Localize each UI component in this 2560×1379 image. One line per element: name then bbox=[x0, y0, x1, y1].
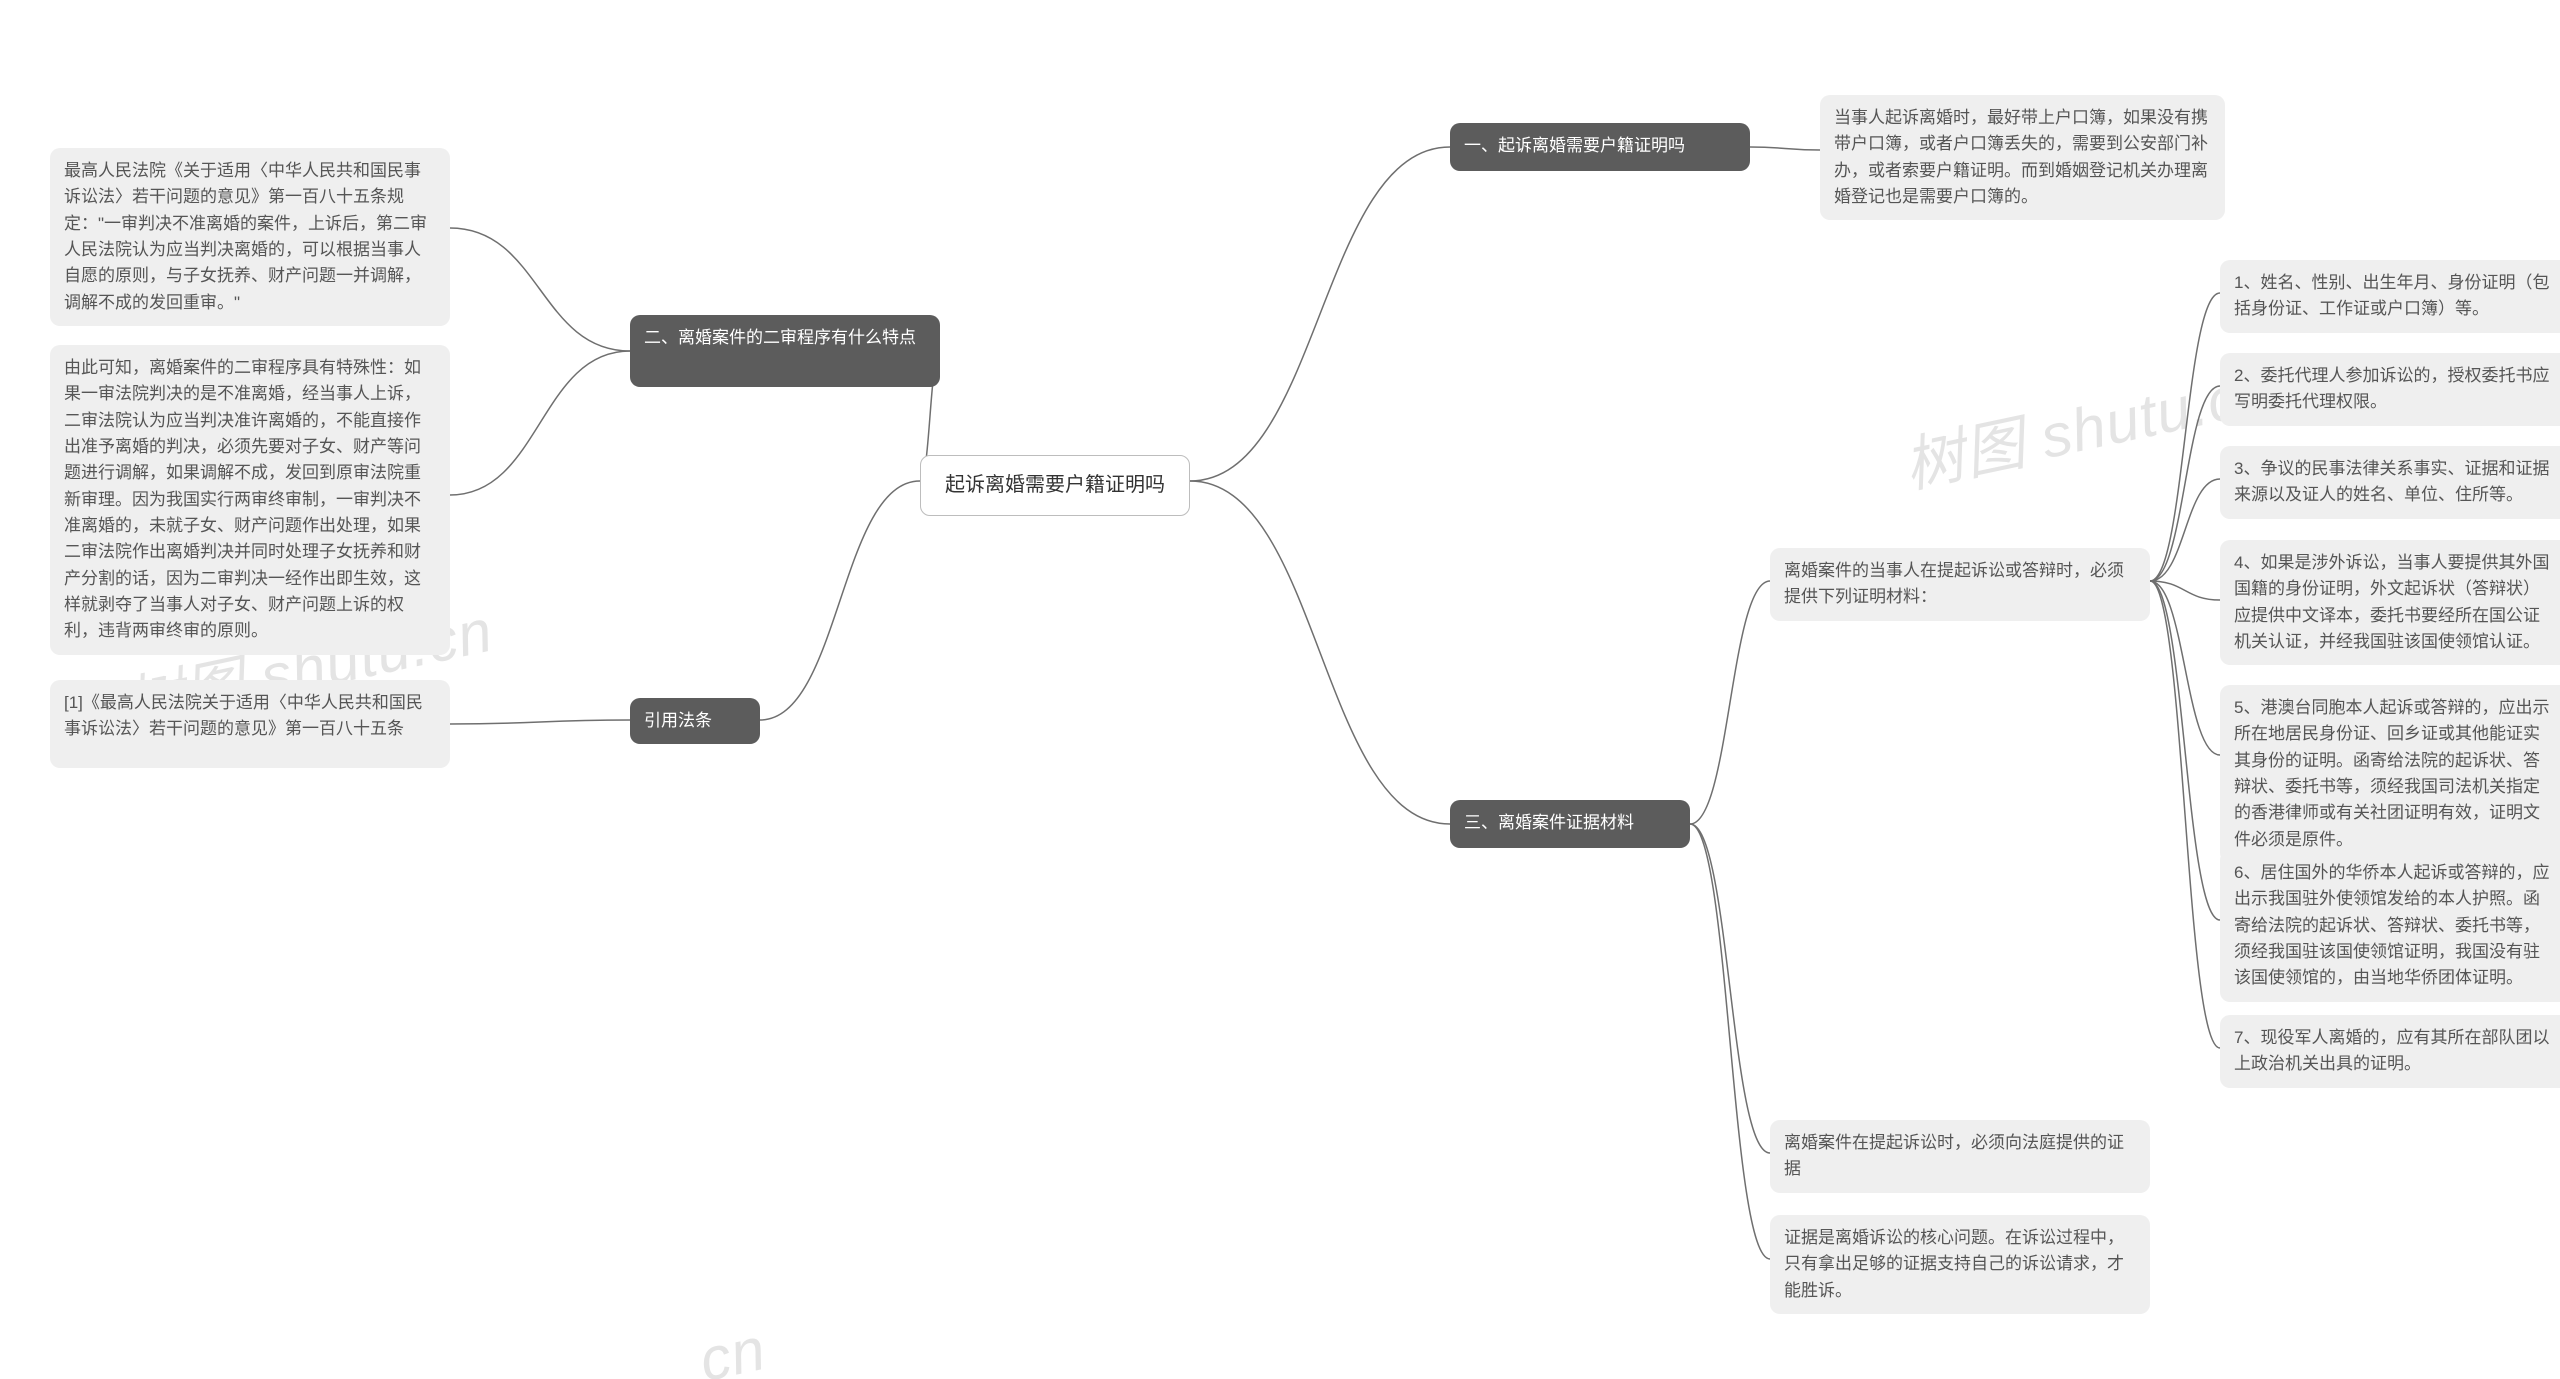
root-node[interactable]: 起诉离婚需要户籍证明吗 bbox=[920, 455, 1190, 516]
leaf-node[interactable]: 当事人起诉离婚时，最好带上户口簿，如果没有携带户口簿，或者户口簿丢失的，需要到公… bbox=[1820, 95, 2225, 220]
watermark: cn bbox=[694, 1314, 772, 1379]
leaf-node[interactable]: 4、如果是涉外诉讼，当事人要提供其外国国籍的身份证明，外文起诉状（答辩状）应提供… bbox=[2220, 540, 2560, 665]
leaf-node[interactable]: 由此可知，离婚案件的二审程序具有特殊性：如果一审法院判决的是不准离婚，经当事人上… bbox=[50, 345, 450, 655]
leaf-node[interactable]: 离婚案件在提起诉讼时，必须向法庭提供的证据 bbox=[1770, 1120, 2150, 1193]
leaf-node[interactable]: 最高人民法院《关于适用〈中华人民共和国民事诉讼法〉若干问题的意见》第一百八十五条… bbox=[50, 148, 450, 326]
leaf-node[interactable]: 3、争议的民事法律关系事实、证据和证据来源以及证人的姓名、单位、住所等。 bbox=[2220, 446, 2560, 519]
leaf-node[interactable]: 证据是离婚诉讼的核心问题。在诉讼过程中，只有拿出足够的证据支持自己的诉讼请求，才… bbox=[1770, 1215, 2150, 1314]
leaf-node[interactable]: 7、现役军人离婚的，应有其所在部队团以上政治机关出具的证明。 bbox=[2220, 1015, 2560, 1088]
leaf-node[interactable]: 离婚案件的当事人在提起诉讼或答辩时，必须提供下列证明材料： bbox=[1770, 548, 2150, 621]
branch-node[interactable]: 二、离婚案件的二审程序有什么特点 bbox=[630, 315, 940, 387]
branch-node[interactable]: 一、起诉离婚需要户籍证明吗 bbox=[1450, 123, 1750, 171]
branch-node[interactable]: 引用法条 bbox=[630, 698, 760, 744]
leaf-node[interactable]: [1]《最高人民法院关于适用〈中华人民共和国民事诉讼法〉若干问题的意见》第一百八… bbox=[50, 680, 450, 768]
mindmap-canvas: 树图 shutu.cn 树图 shutu.cn cn 起诉离婚需要户籍证明吗一、… bbox=[0, 0, 2560, 1379]
leaf-node[interactable]: 1、姓名、性别、出生年月、身份证明（包括身份证、工作证或户口簿）等。 bbox=[2220, 260, 2560, 333]
branch-node[interactable]: 三、离婚案件证据材料 bbox=[1450, 800, 1690, 848]
leaf-node[interactable]: 6、居住国外的华侨本人起诉或答辩的，应出示我国驻外使领馆发给的本人护照。函寄给法… bbox=[2220, 850, 2560, 1002]
leaf-node[interactable]: 2、委托代理人参加诉讼的，授权委托书应写明委托代理权限。 bbox=[2220, 353, 2560, 426]
leaf-node[interactable]: 5、港澳台同胞本人起诉或答辩的，应出示所在地居民身份证、回乡证或其他能证实其身份… bbox=[2220, 685, 2560, 863]
